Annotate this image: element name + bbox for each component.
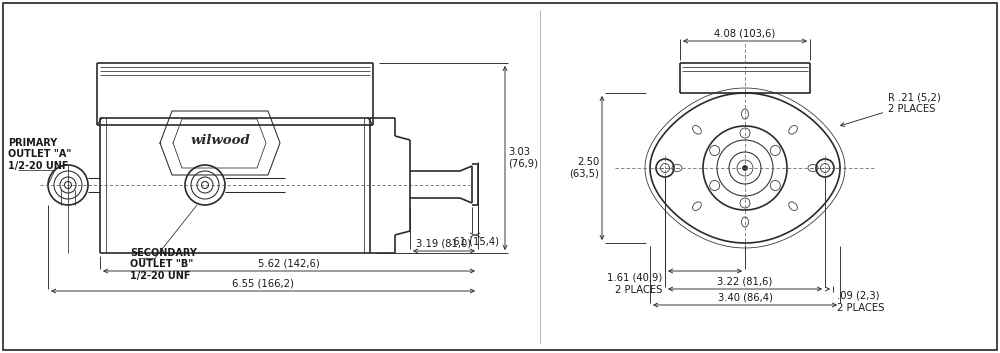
Text: 3.03
(76,9): 3.03 (76,9) <box>508 147 538 169</box>
Text: 2.50
(63,5): 2.50 (63,5) <box>569 157 599 179</box>
Text: 3.19 (81,0): 3.19 (81,0) <box>416 239 472 249</box>
Text: 3.22 (81,6): 3.22 (81,6) <box>717 277 773 287</box>
Text: 4.08 (103,6): 4.08 (103,6) <box>714 29 776 39</box>
Text: 3.40 (86,4): 3.40 (86,4) <box>718 293 772 303</box>
Text: wilwood: wilwood <box>190 133 250 146</box>
Text: 6.55 (166,2): 6.55 (166,2) <box>232 279 294 289</box>
Text: .09 (2,3)
2 PLACES: .09 (2,3) 2 PLACES <box>837 291 884 313</box>
Text: 1.61 (40,9)
2 PLACES: 1.61 (40,9) 2 PLACES <box>607 273 662 295</box>
Text: R .21 (5,2)
2 PLACES: R .21 (5,2) 2 PLACES <box>841 92 941 126</box>
Text: 5.62 (142,6): 5.62 (142,6) <box>258 259 320 269</box>
Text: .61 (15,4): .61 (15,4) <box>450 237 500 247</box>
Text: SECONDARY
OUTLET "B"
1/2-20 UNF: SECONDARY OUTLET "B" 1/2-20 UNF <box>130 248 197 281</box>
Circle shape <box>742 166 748 170</box>
Text: PRIMARY
OUTLET "A"
1/2-20 UNF: PRIMARY OUTLET "A" 1/2-20 UNF <box>8 138 71 171</box>
